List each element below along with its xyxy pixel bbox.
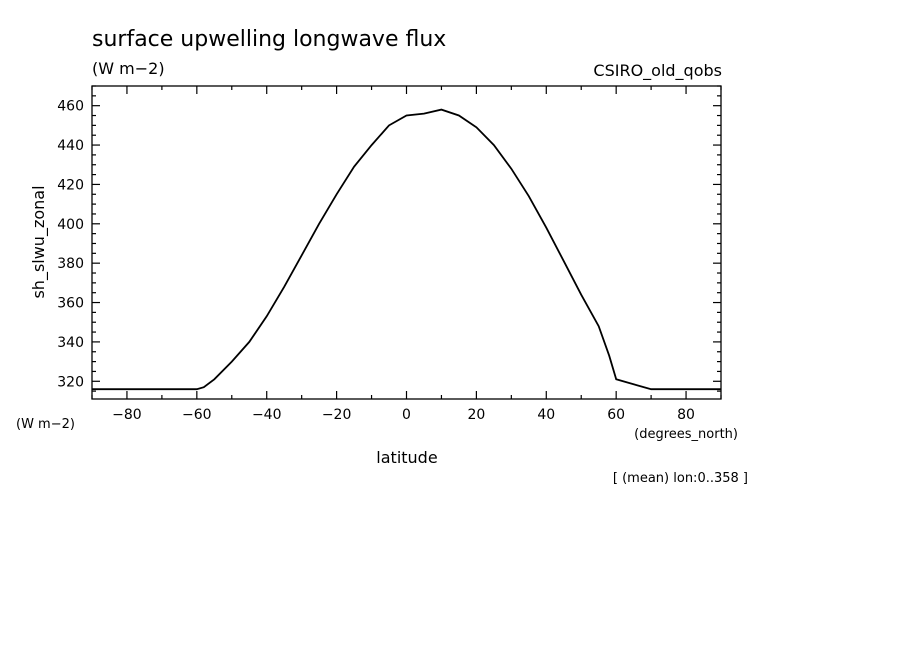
units-label: (W m−2) — [92, 59, 165, 78]
y-units-label: (W m−2) — [16, 417, 75, 432]
y-tick-label: 360 — [57, 296, 84, 312]
series-line — [92, 108, 721, 391]
y-tick-label: 340 — [57, 335, 84, 351]
y-tick-label: 380 — [57, 256, 84, 272]
y-tick-label: 400 — [57, 217, 84, 233]
x-tick-label: −80 — [112, 407, 142, 423]
x-tick-labels: −80 −60 −40 −20 0 20 40 60 80 — [112, 407, 695, 423]
dataset-label: CSIRO_old_qobs — [593, 61, 722, 81]
y-tick-labels: 320 340 360 380 400 420 440 460 — [57, 99, 84, 391]
y-tick-label: 420 — [57, 177, 84, 193]
y-tick-label: 320 — [57, 374, 84, 390]
plot-frame — [91, 85, 722, 400]
x-tick-label: 0 — [402, 407, 411, 423]
x-tick-label: 80 — [677, 407, 695, 423]
tick-marks — [91, 85, 722, 399]
x-tick-label: 20 — [467, 407, 485, 423]
chart-title: surface upwelling longwave flux — [92, 27, 446, 52]
x-axis-label: latitude — [376, 448, 437, 467]
footnote: [ (mean) lon:0..358 ] — [613, 471, 748, 486]
x-tick-label: 40 — [537, 407, 555, 423]
y-axis-label: sh_slwu_zonal — [29, 185, 49, 298]
x-tick-label: −60 — [182, 407, 212, 423]
x-tick-label: −20 — [322, 407, 352, 423]
y-tick-label: 460 — [57, 99, 84, 115]
x-tick-label: −40 — [252, 407, 282, 423]
x-units-label: (degrees_north) — [634, 427, 738, 442]
x-tick-label: 60 — [607, 407, 625, 423]
y-tick-label: 440 — [57, 138, 84, 154]
